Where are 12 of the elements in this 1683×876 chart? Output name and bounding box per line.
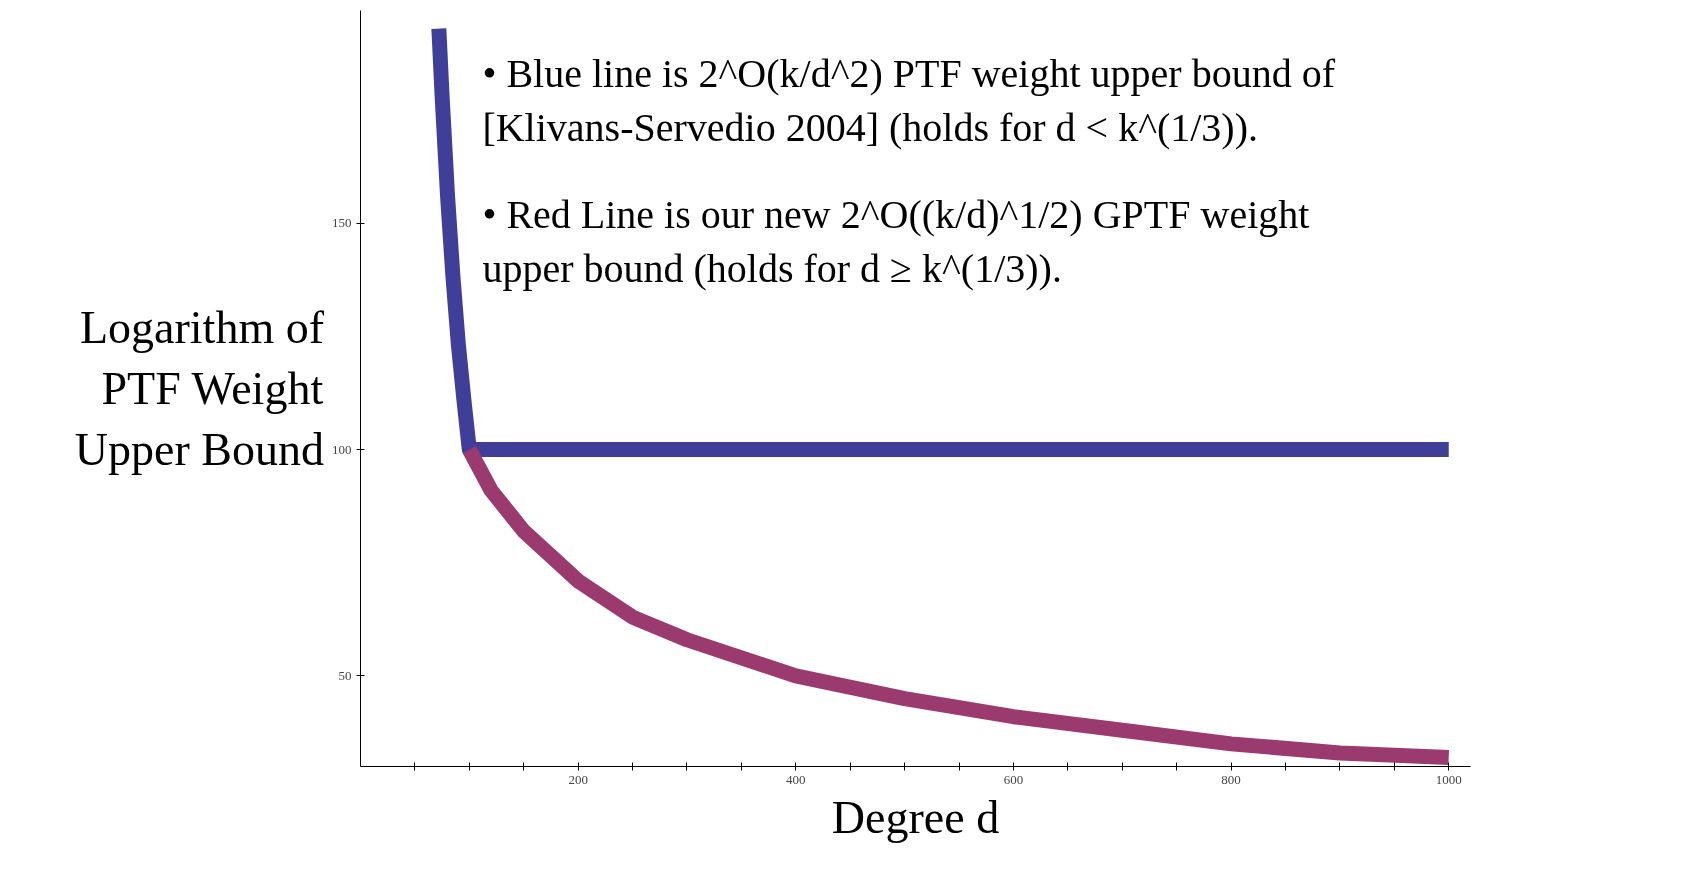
annotation: • Blue line is 2^O(k/d^2) PTF weight upper bound of [Klivans-Servedio 2004] (holds for d < k^(1/3)). (482, 51, 1336, 151)
x-tick-label: 200 (568, 771, 588, 787)
x-tick-label: 600 (1003, 771, 1024, 787)
annotation: • Red Line is our new 2^O((k/d)^1/2) GPTF weight upper bound (holds for d ≥ k^(1/3)). (482, 191, 1310, 291)
y-tick-label: 100 (332, 441, 352, 457)
x-tick-label: 800 (1221, 771, 1241, 787)
y-tick-label: 150 (332, 215, 352, 231)
x-tick-label: 400 (786, 771, 806, 787)
y-axis-title: Logarithm of PTF Weight Upper Bound (74, 301, 325, 476)
x-axis-title: Degree d (831, 791, 1000, 843)
x-tick-label: 1000 (1435, 771, 1462, 787)
y-tick-label: 50 (338, 667, 352, 683)
